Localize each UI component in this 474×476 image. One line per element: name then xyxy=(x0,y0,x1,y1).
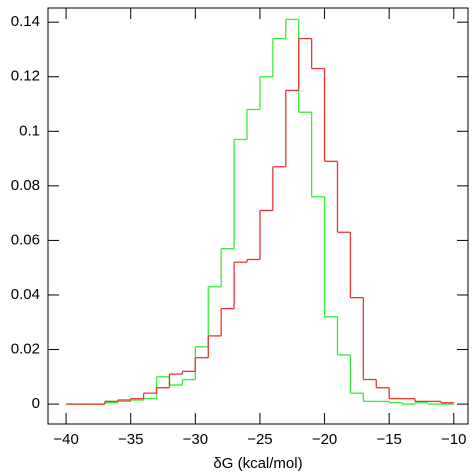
y-tick-label: 0.02 xyxy=(11,340,40,357)
y-tick-label: 0.08 xyxy=(11,177,40,194)
y-tick-label: 0.06 xyxy=(11,231,40,248)
y-tick-label: 0.04 xyxy=(11,286,40,303)
x-tick-label: −35 xyxy=(118,431,143,448)
x-tick-label: −10 xyxy=(441,431,466,448)
x-tick-label: −15 xyxy=(376,431,401,448)
x-axis-label: δG (kcal/mol) xyxy=(213,455,302,472)
y-tick-label: 0.14 xyxy=(11,13,40,30)
y-tick-label: 0.12 xyxy=(11,68,40,85)
y-tick-label: 0 xyxy=(32,395,40,412)
x-tick-label: −25 xyxy=(247,431,272,448)
x-tick-label: −40 xyxy=(53,431,78,448)
x-tick-label: −20 xyxy=(312,431,337,448)
plot-frame xyxy=(47,7,469,425)
y-tick-label: 0.1 xyxy=(19,122,40,139)
x-tick-label: −30 xyxy=(183,431,208,448)
